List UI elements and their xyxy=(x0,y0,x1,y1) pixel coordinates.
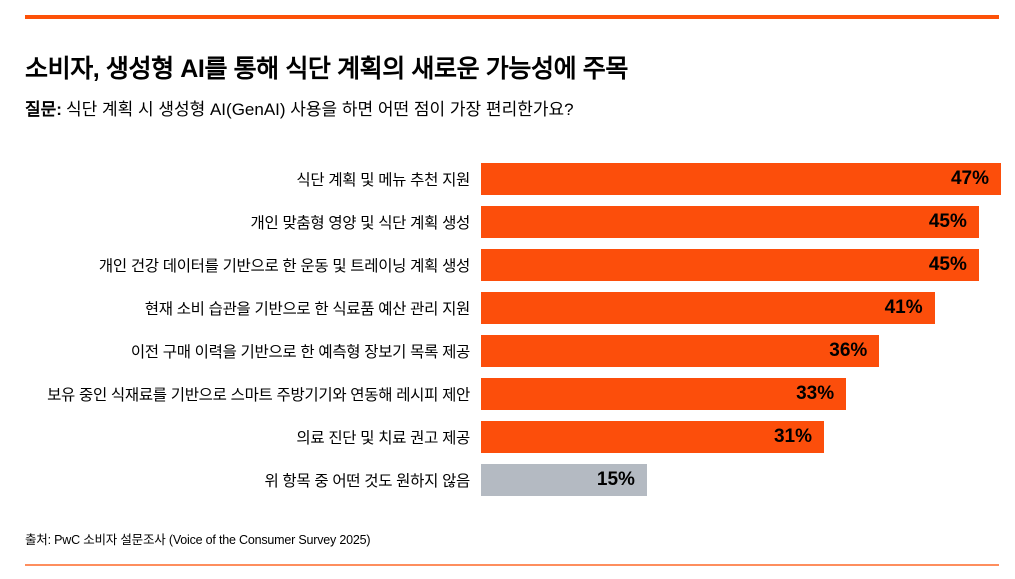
survey-question: 질문: 식단 계획 시 생성형 AI(GenAI) 사용을 하면 어떤 점이 가장… xyxy=(25,99,985,122)
category-label: 식단 계획 및 메뉴 추천 지원 xyxy=(296,172,470,189)
question-text: 식단 계획 시 생성형 AI(GenAI) 사용을 하면 어떤 점이 가장 편리… xyxy=(65,100,574,119)
bar-track: 33% xyxy=(481,378,1001,410)
bar: 31% xyxy=(481,421,824,453)
category-label: 개인 맞춤형 영양 및 식단 계획 생성 xyxy=(250,215,471,232)
bar-track: 47% xyxy=(481,163,1001,195)
category-label: 의료 진단 및 치료 권고 제공 xyxy=(296,430,470,447)
chart-row: 의료 진단 및 치료 권고 제공 31% xyxy=(25,421,1001,453)
bar: 41% xyxy=(481,292,935,324)
bar: 33% xyxy=(481,378,847,410)
value-label: 45% xyxy=(928,211,967,232)
value-label: 33% xyxy=(796,383,835,404)
category-label: 위 항목 중 어떤 것도 원하지 않음 xyxy=(264,473,470,490)
bar-track: 31% xyxy=(481,421,1001,453)
page-title: 소비자, 생성형 AI를 통해 식단 계획의 새로운 가능성에 주목 xyxy=(25,54,628,83)
value-label: 45% xyxy=(928,254,967,275)
category-label: 보유 중인 식재료를 기반으로 스마트 주방기기와 연동해 레시피 제안 xyxy=(47,387,470,404)
bar-track: 45% xyxy=(481,249,1001,281)
bar: 45% xyxy=(481,249,979,281)
bar: 47% xyxy=(481,163,1001,195)
chart-row: 이전 구매 이력을 기반으로 한 예측형 장보기 목록 제공 36% xyxy=(25,335,1001,367)
top-accent-rule xyxy=(25,15,999,19)
question-prefix: 질문: xyxy=(25,100,62,119)
bar: 36% xyxy=(481,335,880,367)
value-label: 36% xyxy=(829,340,868,361)
category-label: 개인 건강 데이터를 기반으로 한 운동 및 트레이닝 계획 생성 xyxy=(98,258,470,275)
value-label: 47% xyxy=(950,168,989,189)
source-note: 출처: PwC 소비자 설문조사 (Voice of the Consumer … xyxy=(25,533,371,547)
bar: 15% xyxy=(481,464,647,496)
chart-row: 개인 맞춤형 영양 및 식단 계획 생성 45% xyxy=(25,206,1001,238)
value-label: 41% xyxy=(884,297,923,318)
bar-chart: 식단 계획 및 메뉴 추천 지원 47% 개인 맞춤형 영양 및 식단 계획 생성 4… xyxy=(25,163,1001,507)
bar: 45% xyxy=(481,206,979,238)
category-label: 현재 소비 습관을 기반으로 한 식료품 예산 관리 지원 xyxy=(144,301,471,318)
bar-track: 45% xyxy=(481,206,1001,238)
chart-row: 현재 소비 습관을 기반으로 한 식료품 예산 관리 지원 41% xyxy=(25,292,1001,324)
bar-chart-rows: 식단 계획 및 메뉴 추천 지원 47% 개인 맞춤형 영양 및 식단 계획 생성 4… xyxy=(25,163,1001,496)
bar-track: 36% xyxy=(481,335,1001,367)
chart-row: 위 항목 중 어떤 것도 원하지 않음 15% xyxy=(25,464,1001,496)
value-label: 15% xyxy=(596,469,635,490)
chart-row: 보유 중인 식재료를 기반으로 스마트 주방기기와 연동해 레시피 제안 33% xyxy=(25,378,1001,410)
value-label: 31% xyxy=(773,426,812,447)
bar-track: 41% xyxy=(481,292,1001,324)
bar-track: 15% xyxy=(481,464,1001,496)
chart-row: 식단 계획 및 메뉴 추천 지원 47% xyxy=(25,163,1001,195)
bottom-accent-rule xyxy=(25,564,999,566)
category-label: 이전 구매 이력을 기반으로 한 예측형 장보기 목록 제공 xyxy=(130,344,470,361)
chart-row: 개인 건강 데이터를 기반으로 한 운동 및 트레이닝 계획 생성 45% xyxy=(25,249,1001,281)
